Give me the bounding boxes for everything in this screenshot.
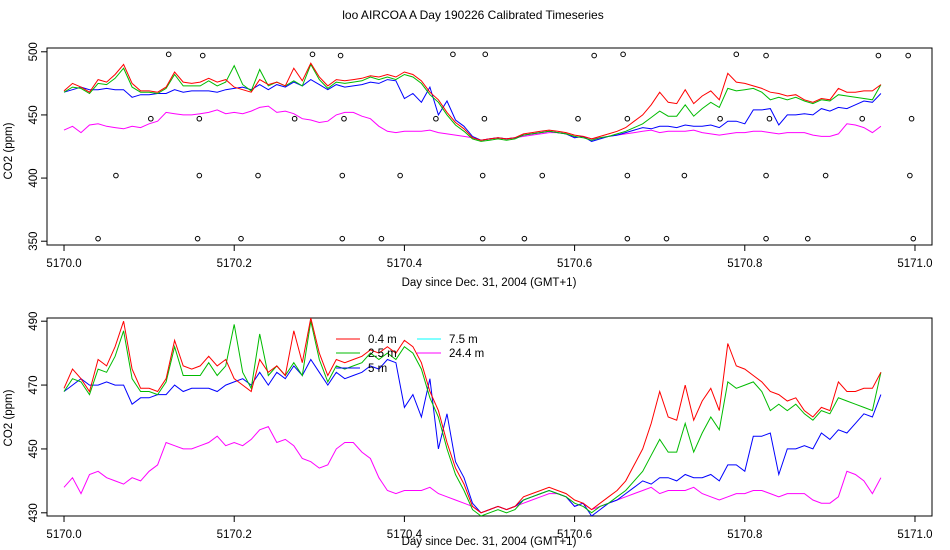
bottom-y-tick-label: 430 [28, 503, 40, 522]
top-y-axis-label: CO2 (ppm) [3, 122, 15, 179]
calibration-marker [378, 235, 385, 242]
calibration-marker [908, 115, 915, 122]
calibration-marker [733, 51, 740, 58]
calibration-marker [591, 52, 597, 59]
calibration-marker [194, 235, 201, 242]
top-y-tick-label: 450 [28, 105, 40, 124]
calibration-marker [238, 235, 244, 242]
calibration-marker [196, 172, 203, 179]
legend-label-0-4-m: 0.4 m [368, 334, 397, 346]
calibration-marker [95, 235, 101, 242]
calibration-marker [450, 51, 456, 58]
top-marker-layer [95, 51, 917, 242]
calibration-marker [624, 235, 631, 242]
bottom-x-tick-label: 5170.8 [727, 529, 762, 541]
calibration-marker [113, 172, 119, 179]
legend-label-2-5-m: 2.5 m [368, 348, 397, 360]
calibration-marker [148, 115, 154, 122]
bottom-series-0-4-m [63, 318, 882, 514]
calibration-marker [910, 235, 917, 242]
calibration-marker [341, 115, 347, 122]
calibration-marker [624, 115, 631, 122]
calibration-marker [479, 172, 486, 179]
calibration-marker [681, 172, 688, 179]
top-y-ticks: 350 400 450 500 [28, 42, 47, 251]
top-series-5-m [63, 79, 882, 142]
top-x-tick-label: 5170.4 [387, 258, 423, 270]
calibration-marker [291, 115, 298, 122]
top-y-tick-label: 350 [28, 232, 40, 251]
top-x-tick-label: 5170.8 [727, 258, 762, 270]
calibration-marker [255, 172, 261, 179]
top-series-2-5-m [63, 63, 882, 142]
calibration-marker [763, 52, 769, 59]
calibration-marker [481, 115, 488, 122]
calibration-marker [165, 51, 172, 58]
calibration-marker [822, 172, 829, 179]
top-series-layer [63, 62, 882, 142]
bottom-y-tick-label: 490 [28, 312, 40, 331]
legend: 0.4 m 2.5 m 5 m 7.5 m 24.4 m [336, 334, 484, 375]
top-panel: 5170.0 5170.2 5170.4 5170.6 5170.8 5171.0 350… [3, 42, 933, 289]
calibration-marker [804, 235, 811, 242]
bottom-x-tick-label: 5170.0 [46, 529, 81, 541]
calibration-marker [539, 172, 546, 179]
top-y-tick-label: 400 [28, 168, 40, 187]
bottom-x-tick-label: 5170.6 [557, 529, 592, 541]
bottom-series-5-m [63, 358, 882, 516]
calibration-marker [905, 52, 911, 59]
top-x-tick-label: 5170.2 [217, 258, 252, 270]
bottom-panel: 5170.0 5170.2 5170.4 5170.6 5170.8 5171.0 430… [3, 312, 933, 548]
bottom-y-axis-label: CO2 (ppm) [3, 389, 15, 446]
calibration-marker [196, 115, 203, 122]
calibration-marker [337, 52, 344, 59]
calibration-marker [575, 115, 581, 122]
bottom-x-tick-label: 5170.4 [387, 529, 423, 541]
top-x-tick-label: 5170.0 [46, 258, 81, 270]
calibration-marker [859, 115, 866, 122]
calibration-marker [339, 172, 346, 179]
bottom-x-ticks: 5170.0 5170.2 5170.4 5170.6 5170.8 5171.0 [46, 516, 933, 541]
calibration-marker [763, 172, 769, 179]
bottom-x-tick-label: 5171.0 [897, 529, 932, 541]
bottom-series-24-4-m [63, 425, 882, 514]
bottom-x-tick-label: 5170.2 [217, 529, 252, 541]
calibration-marker [479, 235, 486, 242]
legend-label-24-4-m: 24.4 m [449, 348, 484, 360]
top-plot-frame [46, 47, 933, 246]
calibration-marker [907, 172, 913, 179]
calibration-marker [663, 235, 670, 242]
calibration-marker [875, 52, 882, 59]
calibration-marker [624, 172, 631, 179]
legend-label-5-m: 5 m [368, 363, 387, 375]
calibration-marker [620, 51, 626, 58]
top-series-0-4-m [63, 62, 882, 141]
top-x-axis-label: Day since Dec. 31, 2004 (GMT+1) [402, 277, 577, 289]
calibration-marker [717, 115, 723, 122]
legend-label-7-5-m: 7.5 m [449, 334, 478, 346]
top-y-tick-label: 500 [28, 42, 40, 61]
bottom-x-axis-label: Day since Dec. 31, 2004 (GMT+1) [402, 536, 577, 548]
top-x-tick-label: 5170.6 [557, 258, 592, 270]
bottom-series-layer [63, 318, 882, 516]
bottom-y-tick-label: 450 [28, 439, 40, 458]
bottom-y-ticks: 430 450 470 490 [28, 312, 47, 522]
calibration-marker [763, 235, 769, 242]
calibration-marker [199, 52, 206, 59]
calibration-marker [433, 115, 439, 122]
calibration-marker [766, 115, 773, 122]
calibration-marker [339, 235, 346, 242]
bottom-y-tick-label: 470 [28, 375, 40, 394]
calibration-marker [397, 172, 403, 179]
figure-title: loo AIRCOA A Day 190226 Calibrated Times… [342, 8, 603, 22]
calibration-marker [521, 235, 528, 242]
bottom-plot-frame [46, 317, 933, 517]
top-x-tick-label: 5171.0 [897, 258, 932, 270]
calibration-marker [309, 51, 316, 58]
calibration-marker [482, 51, 489, 58]
top-x-ticks: 5170.0 5170.2 5170.4 5170.6 5170.8 5171.0 [46, 245, 933, 270]
top-series-24-4-m [63, 105, 882, 141]
bottom-series-2-5-m [63, 321, 882, 516]
